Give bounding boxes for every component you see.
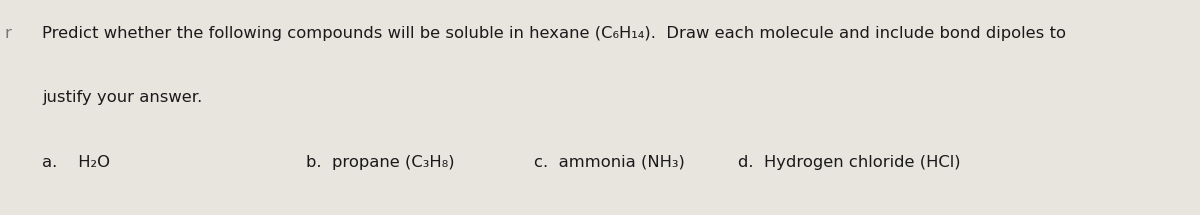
Text: d.  Hydrogen chloride (HCl): d. Hydrogen chloride (HCl): [738, 155, 961, 170]
Text: justify your answer.: justify your answer.: [42, 90, 203, 105]
Text: Predict whether the following compounds will be soluble in hexane (C₆H₁₄).  Draw: Predict whether the following compounds …: [42, 26, 1066, 41]
Text: r: r: [5, 26, 12, 41]
Text: a.    H₂O: a. H₂O: [42, 155, 110, 170]
Text: b.  propane (C₃H₈): b. propane (C₃H₈): [306, 155, 455, 170]
Text: c.  ammonia (NH₃): c. ammonia (NH₃): [534, 155, 685, 170]
